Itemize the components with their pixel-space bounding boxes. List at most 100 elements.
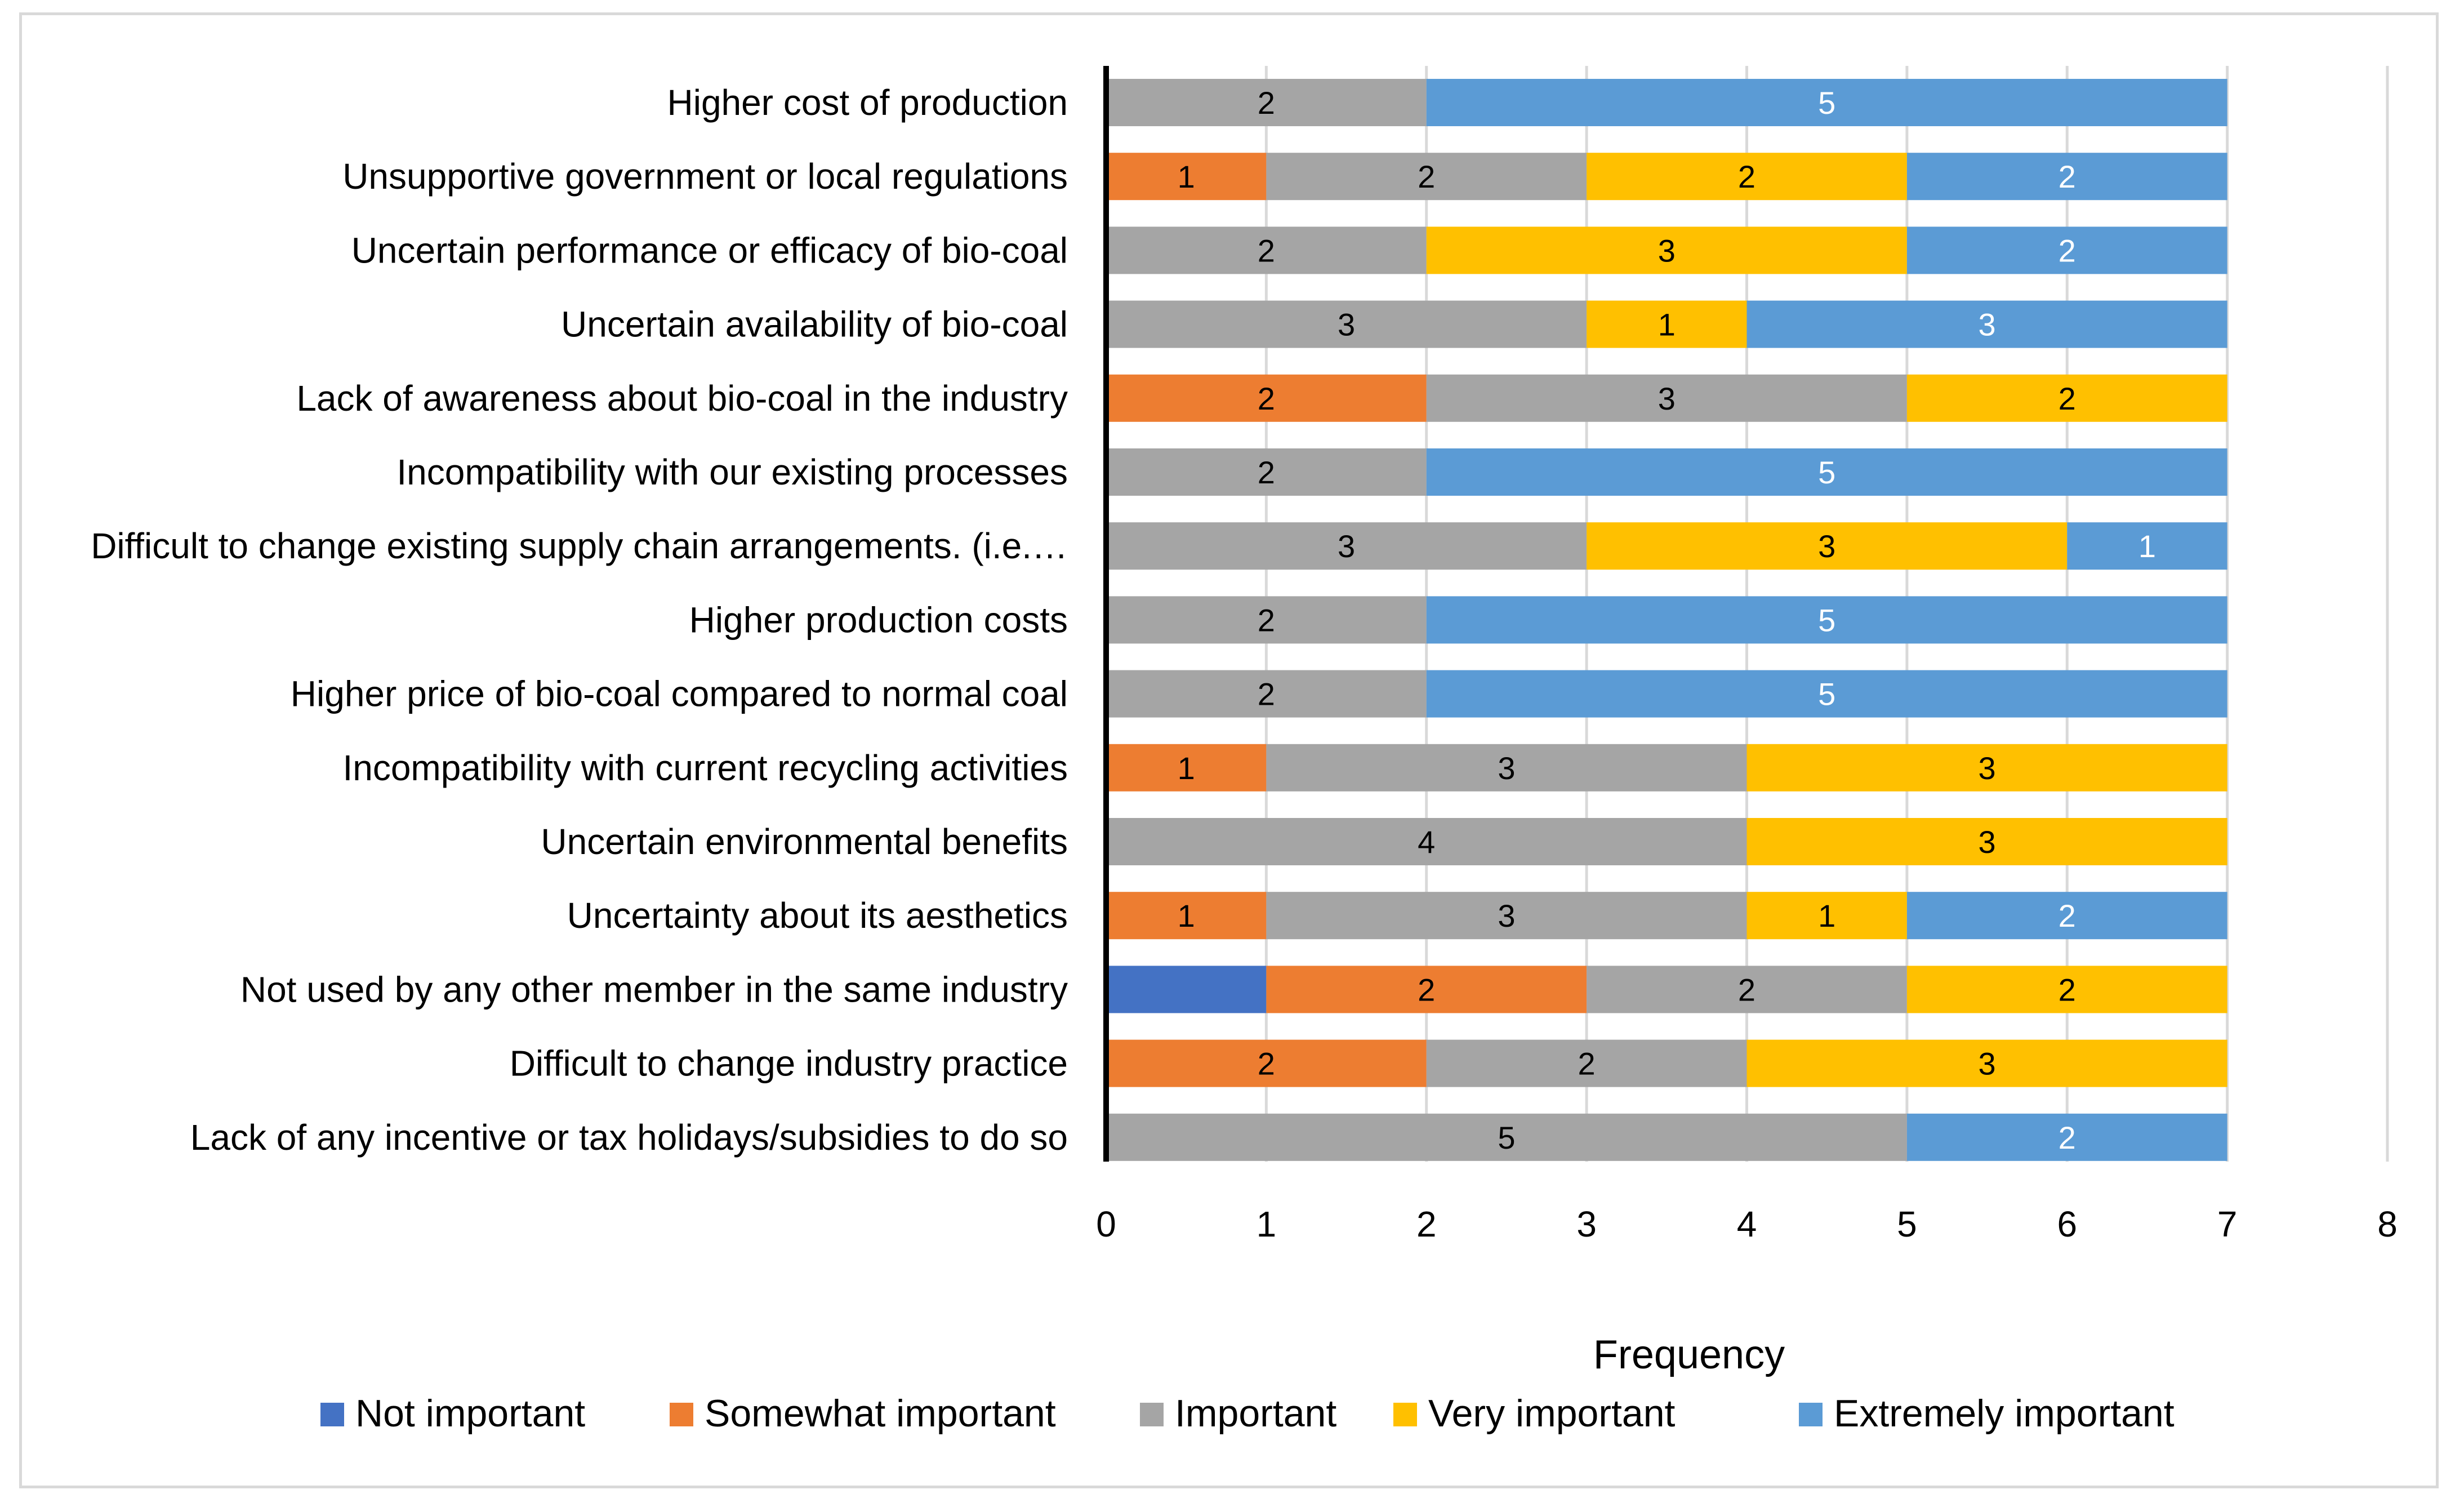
data-label: 3 — [1498, 750, 1515, 786]
data-label: 4 — [1418, 824, 1435, 860]
bar-segment — [1106, 300, 1587, 348]
bar-segment — [1106, 818, 1747, 865]
legend-item[interactable]: Somewhat important — [670, 1392, 1056, 1435]
bar-segment — [1106, 596, 1427, 644]
category-label: Incompatibility with current recycling a… — [342, 748, 1068, 788]
data-label: 3 — [1978, 1046, 1995, 1082]
data-label: 3 — [1978, 307, 1995, 343]
bar-segment — [1906, 966, 2227, 1013]
data-label: 3 — [1658, 381, 1676, 416]
bar-segment — [1106, 79, 1427, 126]
legend-label: Not important — [355, 1392, 585, 1435]
x-axis-tick-labels: 0 1 2 3 4 5 6 7 8 — [1096, 1204, 2398, 1244]
x-tick-label: 8 — [2377, 1204, 2398, 1244]
data-label: 2 — [1258, 381, 1275, 416]
category-label: Incompatibility with our existing proces… — [396, 452, 1068, 492]
data-label: 5 — [1498, 1120, 1515, 1155]
bar-segment — [1746, 1039, 2227, 1087]
bar-segment — [1106, 1039, 1427, 1087]
category-label: Uncertain availability of bio-coal — [561, 304, 1068, 345]
bar-segment — [1746, 892, 1907, 940]
bar-segment — [1587, 153, 1907, 201]
bar-segment — [1746, 818, 2227, 865]
bar-segment — [1426, 374, 1907, 422]
bar-segment — [1746, 744, 2227, 791]
data-label: 2 — [2058, 1120, 2076, 1155]
data-label: 5 — [1818, 677, 1835, 712]
data-label: 2 — [1258, 455, 1275, 490]
data-label: 5 — [1818, 455, 1835, 490]
x-tick-label: 0 — [1096, 1204, 1116, 1244]
data-label: 5 — [1818, 85, 1835, 121]
data-label: 1 — [1178, 750, 1195, 786]
data-label: 5 — [1818, 602, 1835, 638]
x-tick-label: 6 — [2057, 1204, 2077, 1244]
data-label: 2 — [1258, 85, 1275, 121]
legend-item[interactable]: Important — [1140, 1392, 1336, 1435]
bar-segment — [1266, 966, 1587, 1013]
category-label: Lack of awareness about bio-coal in the … — [296, 378, 1068, 419]
category-label: Higher cost of production — [667, 82, 1068, 123]
data-label: 2 — [2058, 381, 2076, 416]
bar-segment — [1266, 892, 1747, 940]
data-label: 3 — [1338, 528, 1355, 564]
data-label: 2 — [2058, 233, 2076, 268]
bar-segment — [2067, 522, 2227, 570]
legend-item[interactable]: Not important — [320, 1392, 585, 1435]
x-tick-label: 1 — [1256, 1204, 1277, 1244]
x-tick-label: 4 — [1737, 1204, 1757, 1244]
category-label: Uncertainty about its aesthetics — [567, 895, 1068, 936]
bar-segment — [1906, 374, 2227, 422]
bar-segment — [1426, 1039, 1747, 1087]
category-label: Not used by any other member in the same… — [240, 969, 1068, 1010]
data-label: 1 — [1658, 307, 1676, 343]
category-label: Higher price of bio-coal compared to nor… — [291, 674, 1068, 714]
bar-segment — [1587, 300, 1747, 348]
bar-segment — [1106, 448, 1427, 496]
bar-segment — [1106, 744, 1267, 791]
legend-swatch — [320, 1403, 344, 1426]
bar-segment — [1746, 300, 2227, 348]
legend[interactable]: Not important Somewhat important Important… — [320, 1392, 2175, 1435]
bar-segment — [1106, 522, 1587, 570]
bar-segment — [1266, 744, 1747, 791]
category-label: Uncertain environmental benefits — [541, 821, 1068, 862]
bar-segment — [1906, 892, 2227, 940]
bar-segment — [1906, 153, 2227, 201]
data-label: 2 — [1418, 159, 1435, 194]
data-label: 2 — [1258, 602, 1275, 638]
legend-label: Important — [1175, 1392, 1336, 1435]
category-label: Difficult to change industry practice — [510, 1043, 1068, 1084]
data-label: 3 — [1818, 528, 1835, 564]
bar-segment — [1906, 1113, 2227, 1161]
bars: 2 5 1 2 2 2 2 3 2 3 1 3 2 3 2 2 5 3 3 1 2 5 2 5 1 3 3 4 3 1 3 1 2 2 2 2 2 2 3 5… — [1106, 79, 2227, 1161]
category-labels: Higher cost of production Unsupportive go… — [91, 82, 1068, 1158]
data-label: 2 — [2058, 159, 2076, 194]
data-label: 2 — [2058, 972, 2076, 1007]
data-label: 2 — [1738, 972, 1755, 1007]
legend-label: Very important — [1428, 1392, 1676, 1435]
data-label: 2 — [1418, 972, 1435, 1007]
legend-item[interactable]: Extremely important — [1799, 1392, 2175, 1435]
bar-segment — [1106, 670, 1427, 718]
category-label: Lack of any incentive or tax holidays/su… — [190, 1117, 1068, 1158]
legend-item[interactable]: Very important — [1393, 1392, 1676, 1435]
bar-segment — [1106, 1113, 1907, 1161]
data-label: 2 — [1738, 159, 1755, 194]
bar-segment — [1266, 153, 1587, 201]
data-label: 1 — [1818, 898, 1835, 933]
data-label: 3 — [1978, 824, 1995, 860]
legend-swatch — [670, 1403, 693, 1426]
data-label: 2 — [1258, 1046, 1275, 1082]
chart-frame: 2 5 1 2 2 2 2 3 2 3 1 3 2 3 2 2 5 3 3 1 2 5 2 5 1 3 3 4 3 1 3 1 2 2 2 2 2 2 3 5… — [19, 12, 2439, 1488]
x-tick-label: 7 — [2217, 1204, 2238, 1244]
data-label: 1 — [2138, 528, 2156, 564]
x-tick-label: 5 — [1897, 1204, 1917, 1244]
bar-segment — [1426, 226, 1907, 274]
data-label: 2 — [1258, 677, 1275, 712]
x-axis-title: Frequency — [1593, 1332, 1785, 1377]
bar-segment — [1106, 892, 1267, 940]
bar-segment — [1426, 596, 2227, 644]
data-label: 3 — [1658, 233, 1676, 268]
x-tick-label: 2 — [1416, 1204, 1437, 1244]
